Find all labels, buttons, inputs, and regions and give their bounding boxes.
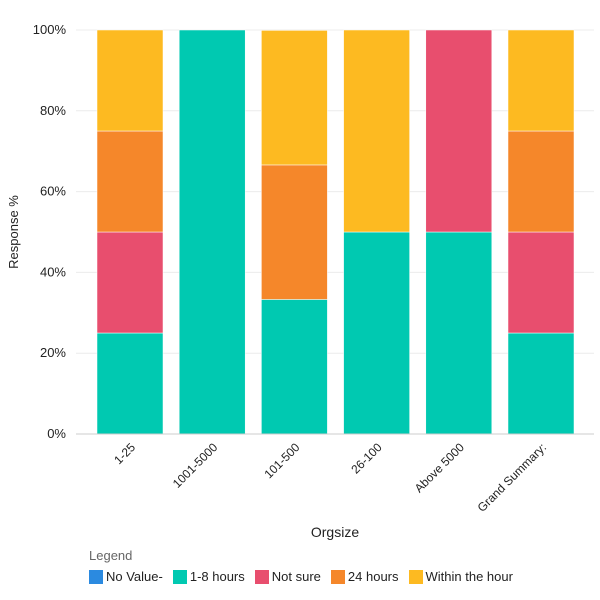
legend-item[interactable]: 1-8 hours xyxy=(172,569,245,584)
legend-item[interactable]: 24 hours xyxy=(330,569,399,584)
bar-segment-24-hours-2[interactable] xyxy=(261,164,328,300)
y-axis-label: Response % xyxy=(6,195,21,269)
x-tick-label: 26-100 xyxy=(348,440,385,477)
legend-label: No Value- xyxy=(106,569,163,584)
legend-swatch xyxy=(254,569,269,584)
x-tick-label: Above 5000 xyxy=(412,440,467,495)
legend-swatch xyxy=(89,569,103,584)
bar-segment-24-hours-0[interactable] xyxy=(96,130,164,233)
x-tick-label: Grand Summary: xyxy=(475,440,550,515)
bar-segment-1-8-hours-5[interactable] xyxy=(507,332,575,435)
legend-label: 24 hours xyxy=(347,569,399,584)
bar-segment-not-sure-5[interactable] xyxy=(507,231,575,334)
bar-segment-within-the-hour-0[interactable] xyxy=(96,29,164,132)
bar-segment-within-the-hour-5[interactable] xyxy=(507,29,575,132)
bar-segment-24-hours-5[interactable] xyxy=(507,130,575,233)
bar-segment-1-8-hours-1[interactable] xyxy=(178,29,246,435)
legend-item[interactable]: No Value- xyxy=(89,569,163,584)
bar-segment-1-8-hours-4[interactable] xyxy=(425,231,493,435)
legend-item[interactable]: Not sure xyxy=(254,569,321,584)
y-tick-label: 0% xyxy=(47,426,66,441)
legend-swatch xyxy=(330,569,345,584)
x-tick-label: 101-500 xyxy=(261,440,302,481)
bar-segment-1-8-hours-0[interactable] xyxy=(96,332,164,435)
bar-segment-1-8-hours-3[interactable] xyxy=(343,231,410,435)
y-tick-labels: 0% 20% 40% 60% 80% 100% xyxy=(33,22,67,441)
bar-segment-1-8-hours-2[interactable] xyxy=(261,299,328,435)
bars xyxy=(96,29,575,435)
legend-label: Within the hour xyxy=(425,569,513,584)
x-tick-label: 1001-5000 xyxy=(170,440,221,491)
y-tick-label: 20% xyxy=(40,345,66,360)
y-tick-label: 60% xyxy=(40,184,66,199)
legend-swatch xyxy=(172,569,187,584)
x-tick-labels: 1-25 1001-5000 101-500 26-100 Above 5000 Gran… xyxy=(111,440,549,515)
legend-label: Not sure xyxy=(271,569,321,584)
bar-segment-within-the-hour-2[interactable] xyxy=(261,30,328,166)
legend: Legend No Value- 1-8 hours Not sure 24 hour… xyxy=(89,548,513,584)
y-tick-label: 100% xyxy=(33,22,67,37)
legend-item[interactable]: Within the hour xyxy=(408,569,513,584)
bar-segment-not-sure-0[interactable] xyxy=(96,231,164,334)
y-tick-label: 40% xyxy=(40,264,66,279)
bar-segment-not-sure-4[interactable] xyxy=(425,29,493,233)
legend-title: Legend xyxy=(89,548,133,563)
legend-items: No Value- 1-8 hours Not sure 24 hours Within… xyxy=(89,569,513,584)
y-tick-label: 80% xyxy=(40,103,66,118)
x-axis-label: Orgsize xyxy=(311,524,359,540)
legend-label: 1-8 hours xyxy=(189,569,245,584)
x-tick-label: 1-25 xyxy=(111,440,138,467)
legend-swatch xyxy=(408,569,423,584)
bar-segment-within-the-hour-3[interactable] xyxy=(343,29,410,233)
